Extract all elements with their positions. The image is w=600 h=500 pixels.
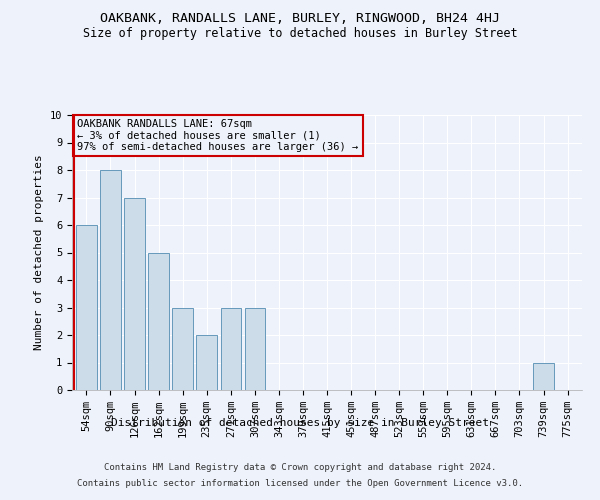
Bar bbox=[148, 252, 169, 390]
Bar bbox=[533, 362, 554, 390]
Bar bbox=[124, 198, 145, 390]
Bar bbox=[100, 170, 121, 390]
Bar bbox=[221, 308, 241, 390]
Bar bbox=[245, 308, 265, 390]
Bar bbox=[196, 335, 217, 390]
Text: Contains public sector information licensed under the Open Government Licence v3: Contains public sector information licen… bbox=[77, 478, 523, 488]
Bar bbox=[76, 225, 97, 390]
Text: Distribution of detached houses by size in Burley Street: Distribution of detached houses by size … bbox=[111, 418, 489, 428]
Text: Contains HM Land Registry data © Crown copyright and database right 2024.: Contains HM Land Registry data © Crown c… bbox=[104, 464, 496, 472]
Text: OAKBANK, RANDALLS LANE, BURLEY, RINGWOOD, BH24 4HJ: OAKBANK, RANDALLS LANE, BURLEY, RINGWOOD… bbox=[100, 12, 500, 26]
Y-axis label: Number of detached properties: Number of detached properties bbox=[34, 154, 44, 350]
Text: OAKBANK RANDALLS LANE: 67sqm
← 3% of detached houses are smaller (1)
97% of semi: OAKBANK RANDALLS LANE: 67sqm ← 3% of det… bbox=[77, 119, 358, 152]
Text: Size of property relative to detached houses in Burley Street: Size of property relative to detached ho… bbox=[83, 28, 517, 40]
Bar bbox=[172, 308, 193, 390]
